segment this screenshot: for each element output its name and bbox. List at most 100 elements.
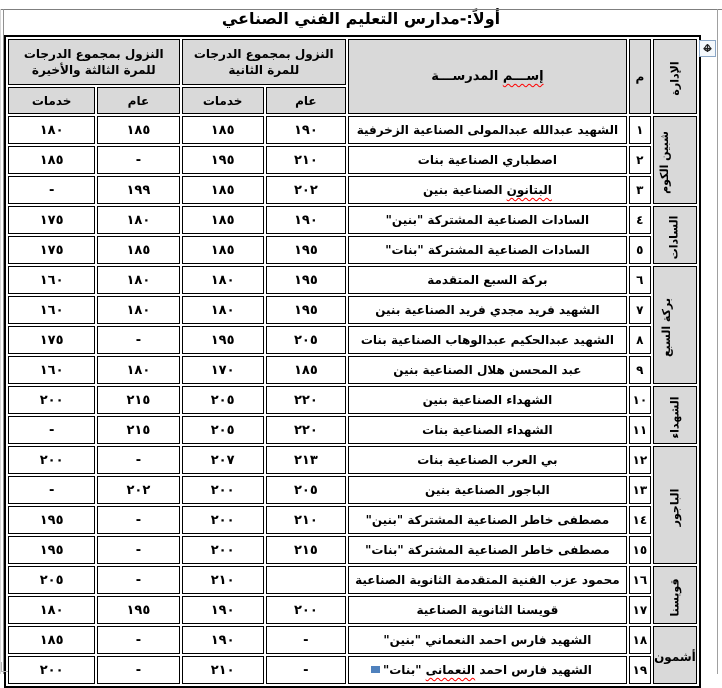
admin-group-label: قويسنا: [668, 577, 682, 617]
table-row: الباجور ١٢ بي العرب الصناعية بنات ٢١٣ ٢٠٧-٢٠…: [8, 446, 697, 564]
score-second-services-cell: ٢٠٥: [181, 386, 264, 414]
page-border-right: [717, 9, 718, 674]
score-third-services-cell: ١٩٥: [8, 536, 96, 564]
score-third-services-cell: ١٨٠: [8, 116, 96, 144]
page-title: أولاً:-مدارس التعليم الفني الصناعي: [221, 9, 501, 28]
school-name-cell: مصطفى خاطر الصناعية المشتركة "بنين": [348, 506, 627, 534]
table-row: ٨ الشهيد عبدالحكيم عبدالوهاب الصناعية بنا…: [8, 326, 697, 354]
score-third-general-cell: ١٨٠: [97, 206, 180, 234]
admin-group-label: الشهداء: [668, 395, 682, 439]
score-third-services-cell: ١٦٠: [8, 296, 96, 324]
table-row: ١٤ مصطفى خاطر الصناعية المشتركة "بنين" ٢١٠…: [8, 506, 697, 534]
score-second-services-cell: ١٨٥: [181, 206, 264, 234]
score-third-services-cell: ١٧٥: [8, 326, 96, 354]
score-third-general-cell: ٢١٥: [97, 386, 180, 414]
score-second-general-cell: ٢١٠: [265, 506, 346, 534]
score-second-services-cell: ٢٠٠: [181, 536, 264, 564]
score-second-general-cell: ٢٢٠: [265, 416, 346, 444]
score-third-services-cell: ٢٠٥: [8, 566, 96, 594]
school-name-cell: بي العرب الصناعية بنات: [348, 446, 627, 474]
row-number-cell: ٢: [628, 146, 651, 174]
score-second-services-cell: ١٩٥: [181, 326, 264, 354]
school-name-cell: عبد المحسن هلال الصناعية بنين: [348, 356, 627, 384]
col-header-number: م: [628, 39, 651, 114]
score-third-general-cell: ١٨٠: [97, 266, 180, 294]
table-row: ٥ السادات الصناعية المشتركة "بنات" ١٩٥ ١٨٥ ١…: [8, 236, 697, 264]
table-move-handle-icon[interactable]: ↔ ↕: [699, 40, 716, 57]
score-second-general-cell: ٢١٣: [265, 446, 346, 474]
page-border-left-inner: [3, 9, 4, 674]
score-second-services-cell: ١٨٥: [181, 176, 264, 204]
selection-marker: [371, 666, 380, 673]
page-border-left-outer: [0, 9, 1, 674]
score-third-services-cell: ٢٠٠: [8, 446, 96, 474]
score-second-general-cell: [265, 566, 346, 594]
row-number-cell: ٩: [628, 356, 651, 384]
score-third-services-cell: ١٦٠: [8, 266, 96, 294]
score-second-services-cell: ١٩٥: [181, 146, 264, 174]
admin-group-cell: الباجور: [652, 446, 697, 564]
score-second-services-cell: ١٨٠: [181, 266, 264, 294]
score-second-services-cell: ١٨٠: [181, 296, 264, 324]
admin-group-label: الباجور: [668, 488, 682, 526]
score-third-general-cell: -: [97, 626, 180, 654]
score-second-general-cell: ٢١٥: [265, 536, 346, 564]
page-corner-mark: [1, 662, 8, 672]
admin-group-cell: أشمون: [652, 626, 697, 684]
table-body: شبين الكوم ١ الشهيد عبدالله عبدالمولى الصن…: [8, 116, 697, 684]
score-second-general-cell: ١٩٠: [265, 116, 346, 144]
school-name-cell: الشهيد عبدالحكيم عبدالوهاب الصناعية بنات: [348, 326, 627, 354]
table-row: ٢ اصطباري الصناعية بنات ٢١٠ ١٩٥-١٨٥: [8, 146, 697, 174]
move-arrow-horizontal-icon: ↔: [702, 42, 713, 55]
score-second-general-cell: ١٩٥: [265, 266, 346, 294]
score-second-general-cell: ١٩٠: [265, 206, 346, 234]
score-second-services-cell: ١٩٠: [181, 626, 264, 654]
score-third-general-cell: ١٨٥: [97, 236, 180, 264]
score-second-general-cell: ٢٠٢: [265, 176, 346, 204]
score-third-general-cell: ١٩٥: [97, 596, 180, 624]
school-name-cell: السادات الصناعية المشتركة "بنين": [348, 206, 627, 234]
col-header-second-services: خدمات: [181, 87, 264, 114]
move-arrow-vertical-icon: ↕: [702, 42, 713, 55]
score-second-services-cell: ٢١٠: [181, 656, 264, 684]
school-name-cell: الشهيد عبدالله عبدالمولى الصناعية الزخرف…: [348, 116, 627, 144]
row-number-cell: ١٧: [628, 596, 651, 624]
admin-group-cell: السادات: [652, 206, 697, 264]
score-second-services-cell: ١٨٥: [181, 236, 264, 264]
score-third-general-cell: ٢٠٢: [97, 476, 180, 504]
score-third-general-cell: -: [97, 656, 180, 684]
col-header-third-drop: النزول بمجموع الدرجات للمرة الثالثة والأ…: [8, 39, 180, 85]
row-number-cell: ١٤: [628, 506, 651, 534]
score-second-services-cell: ٢٠٧: [181, 446, 264, 474]
score-third-services-cell: ١٨٠: [8, 596, 96, 624]
score-third-services-cell: -: [8, 176, 96, 204]
row-number-cell: ٨: [628, 326, 651, 354]
table-row: بركة السبع ٦ بركة السبع المتقدمة ١٩٥ ١٨٠ ١٨٠ ١…: [8, 266, 697, 384]
score-second-general-cell: -: [265, 656, 346, 684]
admin-group-label: بركة السبع: [660, 297, 674, 357]
score-third-services-cell: ٢٠٠: [8, 656, 96, 684]
table-row: ١٩ الشهيد فارس احمد النعمانى "بنات" -٢١٠-٢…: [8, 656, 697, 684]
school-header-word: المدرســـة: [431, 69, 499, 84]
admin-group-label: السادات: [667, 215, 681, 259]
score-third-services-cell: ١٧٥: [8, 206, 96, 234]
row-number-cell: ٥: [628, 236, 651, 264]
score-second-general-cell: -: [265, 626, 346, 654]
row-number-cell: ١٥: [628, 536, 651, 564]
score-third-general-cell: ٢١٥: [97, 416, 180, 444]
table-header: الإدارة م إســـم المدرســـة النزول بمجمو…: [8, 39, 697, 114]
score-second-services-cell: ٢٠٠: [181, 476, 264, 504]
table-row: ٣ البتانون الصناعية بنين ٢٠٢ ١٨٥ ١٩٩-: [8, 176, 697, 204]
row-number-cell: ٧: [628, 296, 651, 324]
score-second-services-cell: ١٧٠: [181, 356, 264, 384]
admin-group-cell: بركة السبع: [652, 266, 697, 384]
score-second-general-cell: ١٩٥: [265, 296, 346, 324]
row-number-cell: ٦: [628, 266, 651, 294]
row-number-cell: ١٦: [628, 566, 651, 594]
score-third-services-cell: ١٨٥: [8, 146, 96, 174]
row-number-cell: ١: [628, 116, 651, 144]
table-row: أشمون ١٨ الشهيد فارس احمد النعماني "بنين" -…: [8, 626, 697, 684]
score-third-general-cell: -: [97, 146, 180, 174]
score-second-services-cell: ٢٠٥: [181, 416, 264, 444]
score-second-general-cell: ٢٠٥: [265, 476, 346, 504]
